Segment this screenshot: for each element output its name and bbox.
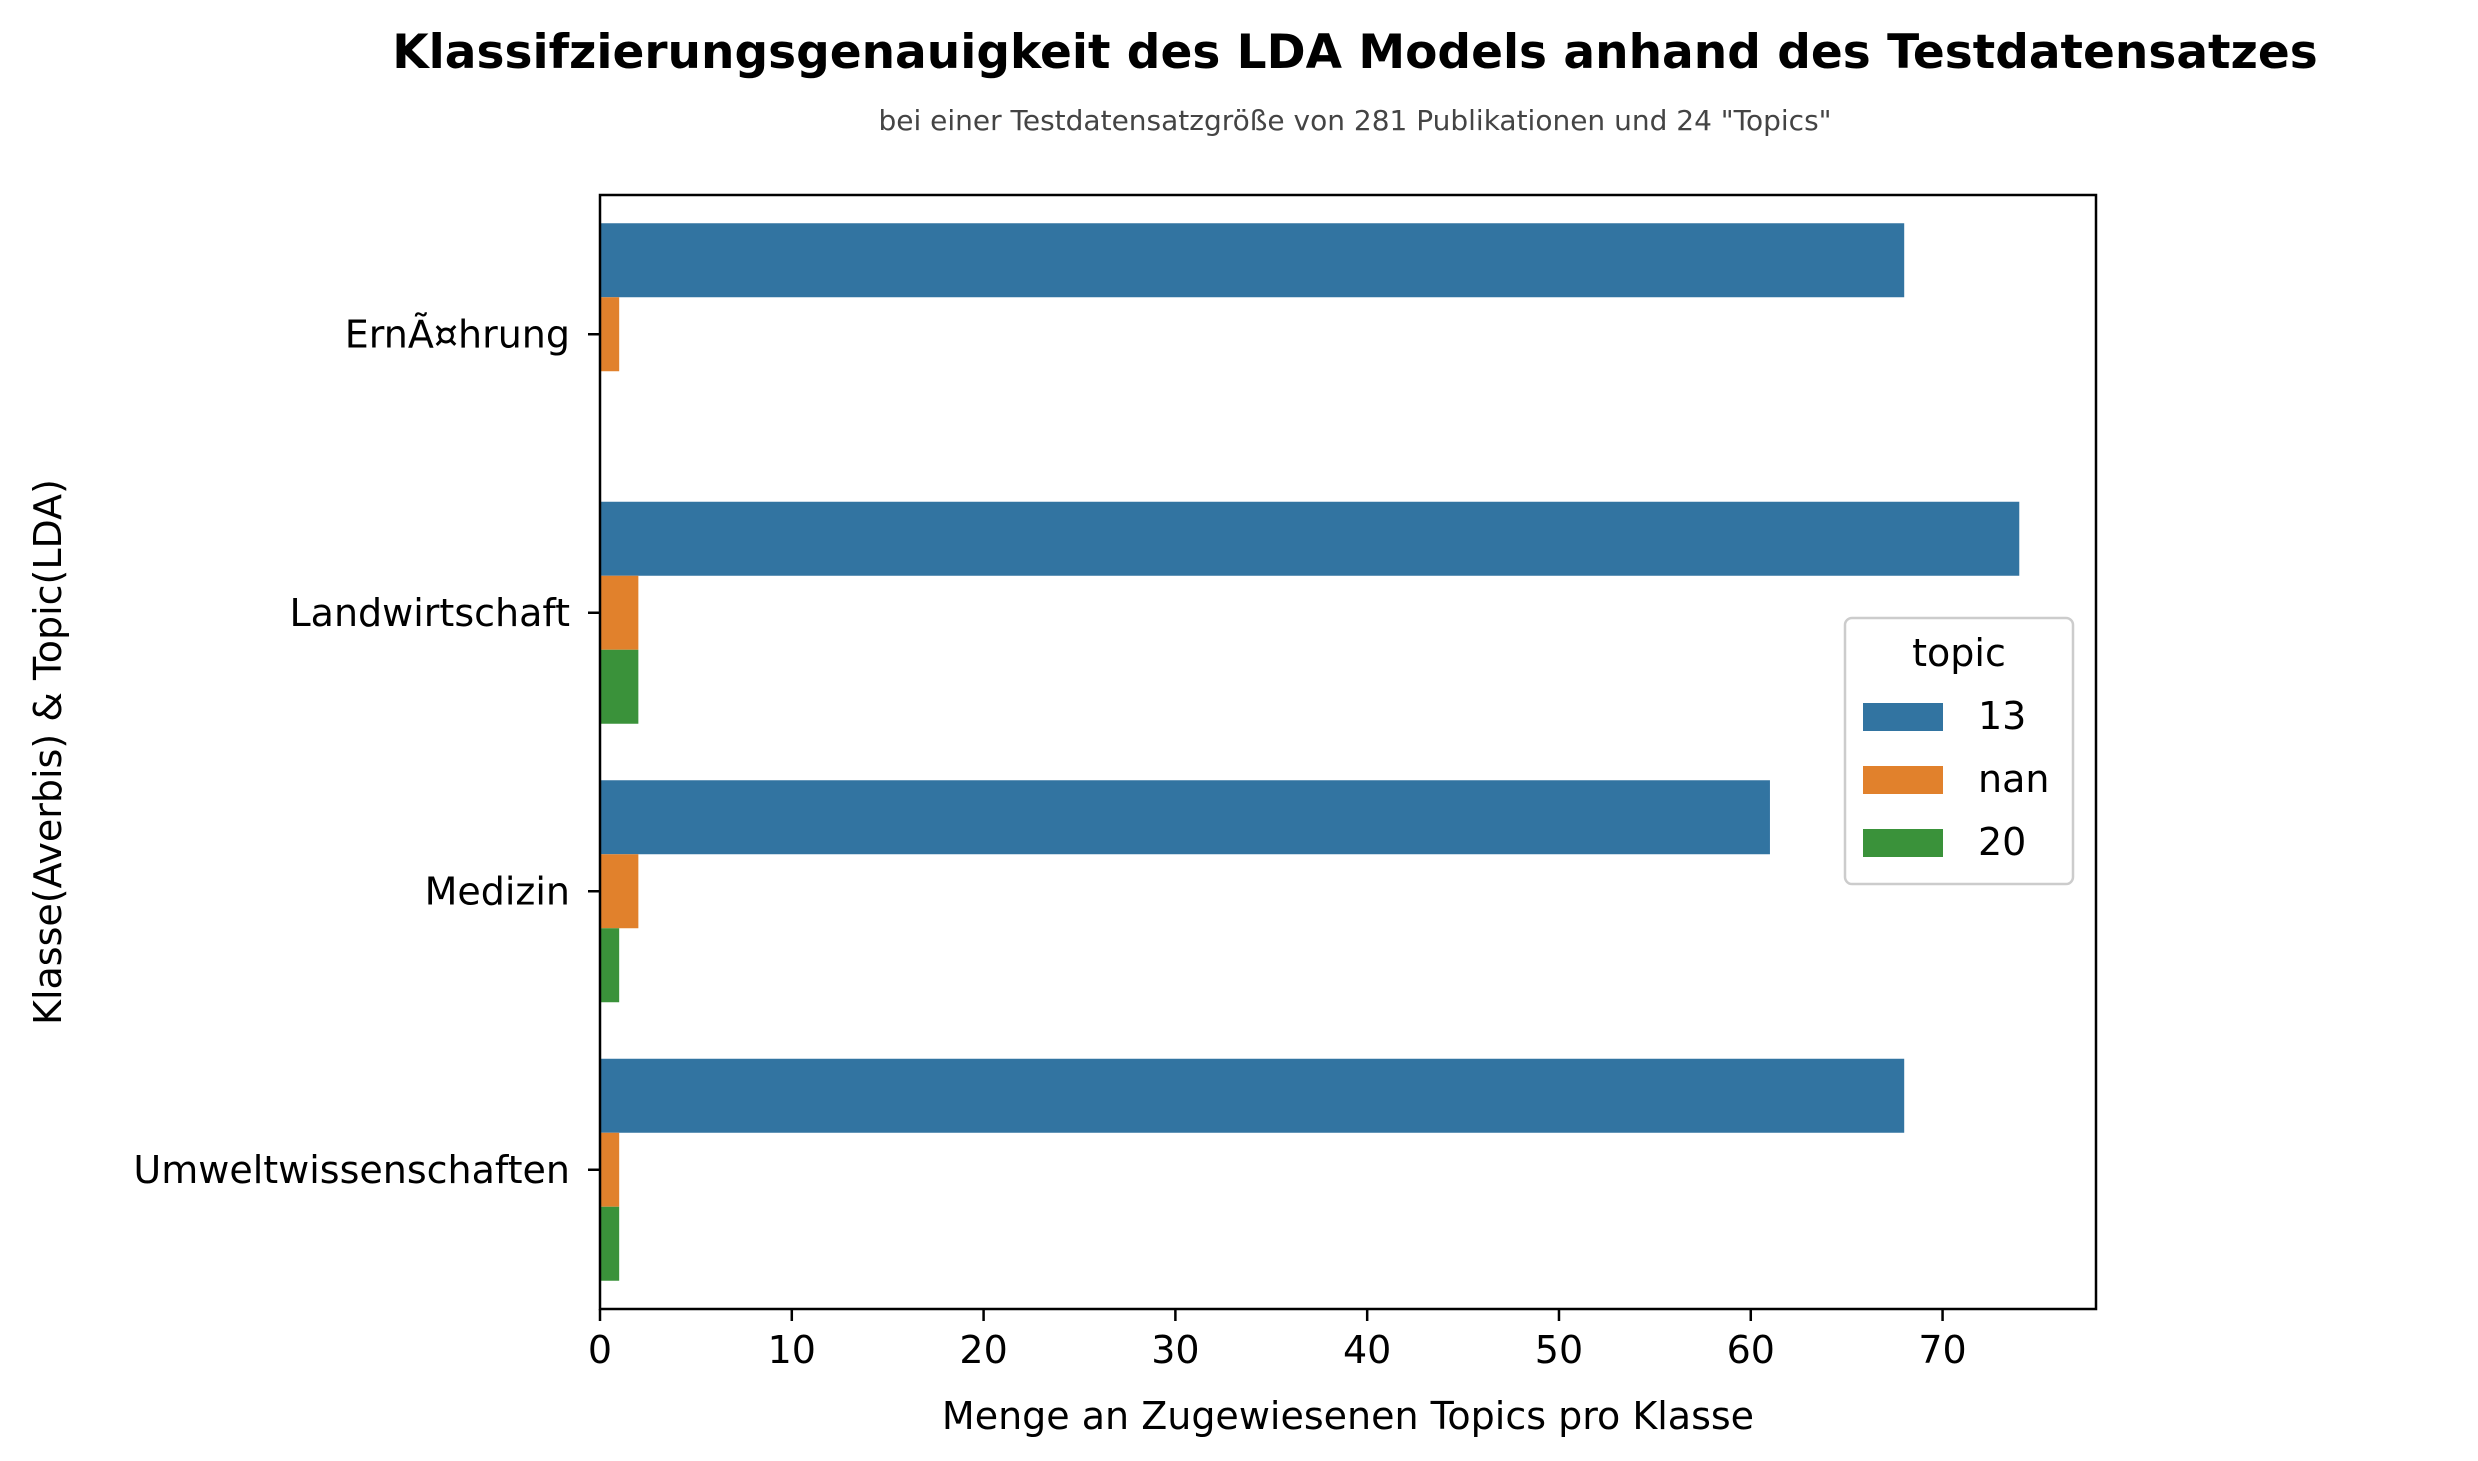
- chart-title: Klassifzierungsgenauigkeit des LDA Model…: [392, 25, 2317, 80]
- legend-label: 20: [1978, 820, 2026, 864]
- legend-items: 13 nan 20: [1863, 694, 2049, 864]
- bar-nan-1: [600, 575, 639, 650]
- bar-13-3: [600, 1058, 1905, 1133]
- bar-13-2: [600, 780, 1770, 855]
- bar-nan-2: [600, 854, 639, 929]
- x-tick-label: 40: [1343, 1328, 1391, 1372]
- x-tick-label: 10: [768, 1328, 816, 1372]
- chart-subtitle: bei einer Testdatensatzgröße von 281 Pub…: [878, 104, 1831, 137]
- y-axis-label: Klasse(Averbis) & Topic(LDA): [26, 479, 70, 1025]
- plot-frame: [598, 193, 2098, 1311]
- x-tick-label: 60: [1727, 1328, 1775, 1372]
- bar-20-2: [600, 928, 620, 1003]
- y-tick-label: Umweltwissenschaften: [133, 1148, 570, 1192]
- legend-swatch: [1863, 829, 1943, 857]
- legend-swatch: [1863, 766, 1943, 794]
- legend-swatch: [1863, 703, 1943, 731]
- legend: topic 13 nan 20: [1843, 616, 2075, 886]
- bar-13-0: [600, 223, 1905, 298]
- bar-13-1: [600, 501, 2020, 576]
- y-tick-label: ErnÃ¤hrung: [345, 312, 570, 356]
- y-tick-label: Medizin: [425, 869, 570, 913]
- bar-nan-0: [600, 297, 620, 372]
- bar-20-1: [600, 649, 639, 724]
- x-tick-label: 70: [1918, 1328, 1966, 1372]
- legend-frame: [1843, 616, 2075, 886]
- legend-label: nan: [1978, 757, 2049, 801]
- x-tick-label: 30: [1151, 1328, 1199, 1372]
- bars-group: [600, 223, 2020, 1281]
- bar-20-3: [600, 1206, 620, 1281]
- legend-label: 13: [1978, 694, 2026, 738]
- bar-nan-3: [600, 1132, 620, 1207]
- legend-title: topic: [1912, 631, 2006, 675]
- y-axis-ticks: ErnÃ¤hrung Landwirtschaft Medizin Umweltwis…: [133, 312, 600, 1192]
- x-tick-label: 20: [959, 1328, 1007, 1372]
- x-tick-label: 50: [1535, 1328, 1583, 1372]
- x-axis-ticks: 0 10 20 30 40 50 60 70: [588, 1309, 1967, 1372]
- x-axis-label: Menge an Zugewiesenen Topics pro Klasse: [942, 1394, 1754, 1438]
- x-tick-label: 0: [588, 1328, 612, 1372]
- y-tick-label: Landwirtschaft: [290, 591, 571, 635]
